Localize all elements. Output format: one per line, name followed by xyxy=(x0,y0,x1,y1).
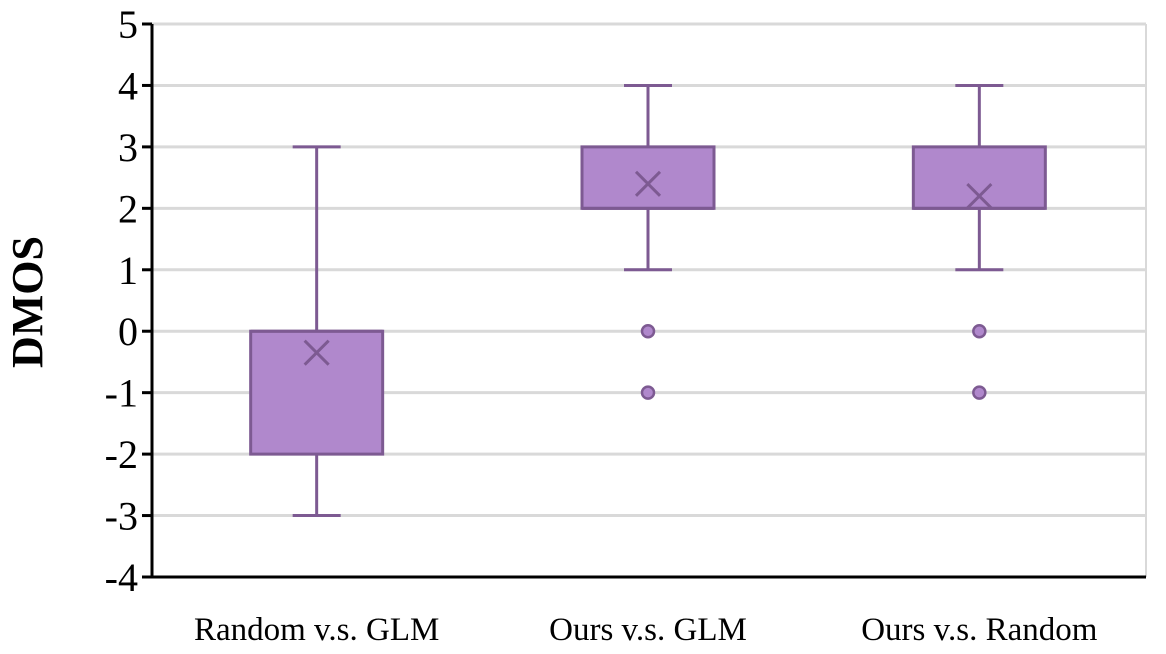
box-group xyxy=(911,83,1047,400)
outlier-point xyxy=(972,385,987,400)
outlier-point xyxy=(640,323,656,339)
y-tick-label: -1 xyxy=(105,371,138,416)
y-tick-label: 3 xyxy=(118,125,138,170)
mean-marker-stroke-b xyxy=(634,170,662,197)
box-group xyxy=(249,145,385,518)
box-series xyxy=(249,83,1047,518)
box-iqr xyxy=(249,329,385,456)
box-iqr xyxy=(580,145,716,210)
x-category-label: Ours v.s. GLM xyxy=(549,612,747,648)
mean-marker-stroke-b xyxy=(303,339,330,366)
x-category-label: Random v.s. GLM xyxy=(194,612,439,648)
axes xyxy=(142,22,1146,579)
y-tick-label: -4 xyxy=(105,555,138,600)
y-tick-label: 1 xyxy=(118,248,138,293)
tick-labels: 5 4 3 2 1 0 -1 -2 -3 -4 Random v.s. GLM Ours v.s. G… xyxy=(105,2,1098,648)
y-tick-label: -2 xyxy=(105,432,138,477)
y-tick-label: 0 xyxy=(118,309,138,354)
y-tick-label: 4 xyxy=(118,63,138,108)
y-axis-title: DMOS xyxy=(3,236,52,368)
x-category-label: Ours v.s. Random xyxy=(861,612,1098,648)
outlier-point xyxy=(972,323,987,339)
box-group xyxy=(580,83,716,400)
y-tick-label: 5 xyxy=(118,2,138,47)
y-tick-label: 2 xyxy=(118,186,138,231)
box-iqr xyxy=(911,145,1047,210)
outlier-point xyxy=(640,385,656,400)
mean-marker-stroke-b xyxy=(966,182,993,210)
y-tick-label: -3 xyxy=(105,494,138,539)
